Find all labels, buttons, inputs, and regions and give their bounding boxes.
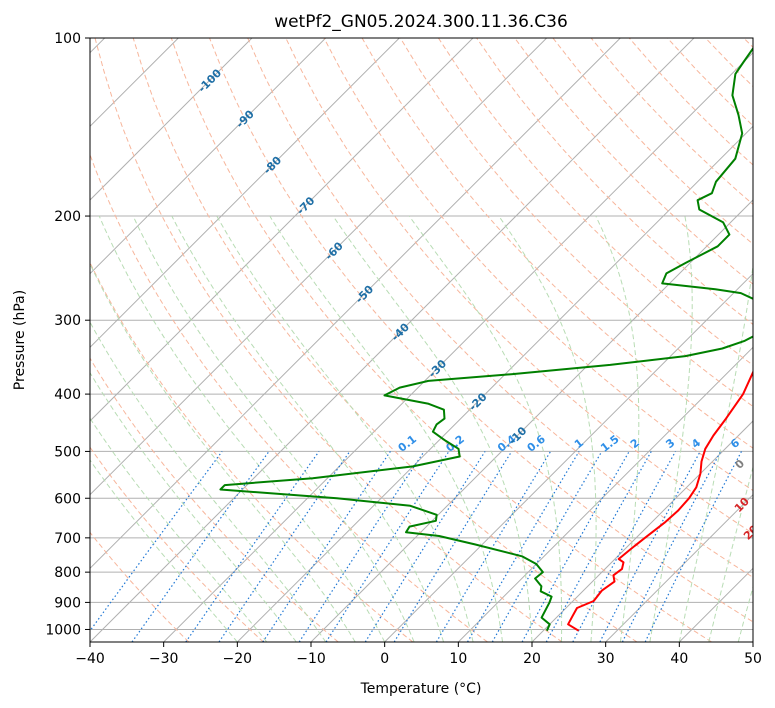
y-tick-label: 800 xyxy=(54,565,81,581)
isotherm-line xyxy=(90,38,327,275)
mixing-ratio-line xyxy=(298,451,425,642)
y-tick-label: 700 xyxy=(54,531,81,547)
moist-adiabat-line xyxy=(171,215,445,642)
x-tick-label: 40 xyxy=(670,651,688,667)
dry-adiabat-line xyxy=(323,38,753,492)
dry-adiabat-line xyxy=(90,153,488,642)
moist-adiabat-line xyxy=(132,215,415,642)
y-tick-label: 600 xyxy=(54,491,81,507)
y-tick-label: 400 xyxy=(54,387,81,403)
mixing-ratio-line xyxy=(393,451,513,642)
x-tick-label: 50 xyxy=(744,651,762,667)
dry-adiabat-line xyxy=(399,38,753,408)
x-axis-title: Temperature (°C) xyxy=(360,681,482,697)
x-tick-label: 0 xyxy=(380,651,389,667)
plot-frame xyxy=(89,37,754,643)
moist-adiabat-label: 20 xyxy=(741,522,761,542)
x-tick-label: 10 xyxy=(449,651,467,667)
chart-title: wetPf2_GN05.2024.300.11.36.C36 xyxy=(274,12,568,32)
y-tick-label: 500 xyxy=(54,444,81,460)
moist-adiabat-line xyxy=(498,215,597,642)
dewpoint-profile-line xyxy=(219,46,753,632)
sounding-profiles xyxy=(219,46,753,632)
moist-adiabat-line xyxy=(678,261,753,642)
isotherm-line xyxy=(90,38,400,349)
temperature-profile-line xyxy=(567,369,753,632)
axis-ticks: −40 −30 −20 −10 0 10 20 30 40 50 1000 900 800 700 600 5… xyxy=(45,31,762,667)
mixing-ratio-line xyxy=(131,451,270,642)
dry-adiabat-line xyxy=(209,38,753,623)
mixing-ratio-line xyxy=(218,451,351,642)
moist-adiabat-line xyxy=(90,417,268,642)
isotherm-line xyxy=(605,493,753,642)
dry-adiabat-line xyxy=(247,38,753,578)
mixing-ratio-line xyxy=(90,451,223,632)
isotherm-line xyxy=(384,272,753,642)
x-tick-label: −10 xyxy=(296,651,326,667)
moist-adiabat-line xyxy=(649,215,693,642)
mixing-ratio-line xyxy=(521,451,630,642)
y-tick-label: 300 xyxy=(54,313,81,329)
moist-adiabat-line xyxy=(90,321,327,642)
plot-area xyxy=(90,38,753,642)
moist-adiabat-line xyxy=(90,262,356,642)
dry-adiabat-line xyxy=(90,357,339,642)
dry-adiabat-line xyxy=(170,38,712,642)
x-tick-label: 20 xyxy=(523,651,541,667)
dry-adiabat-line xyxy=(132,38,638,642)
y-tick-label: 1000 xyxy=(45,622,81,638)
moist-adiabat-line xyxy=(595,215,640,642)
y-tick-label: 900 xyxy=(54,595,81,611)
moist-adiabat-line xyxy=(408,215,563,642)
x-tick-label: 30 xyxy=(597,651,615,667)
isotherm-line xyxy=(90,38,474,422)
isotherm-line xyxy=(163,51,753,642)
isotherm-line xyxy=(90,38,548,496)
dry-adiabat-line xyxy=(90,531,190,642)
moist-adiabat-line xyxy=(90,459,238,642)
mixing-ratio-line xyxy=(185,451,320,642)
moist-adiabat-line xyxy=(90,371,297,642)
isotherm-line xyxy=(90,38,621,570)
x-tick-label: −20 xyxy=(223,651,253,667)
isotherm-line xyxy=(90,38,695,642)
isotherm-line xyxy=(90,38,253,201)
isotherm-line xyxy=(531,420,753,642)
mixing-ratio-line xyxy=(325,451,450,642)
dry-adiabat-line xyxy=(94,38,563,642)
mixing-ratio-line xyxy=(545,451,652,642)
y-tick-label: 200 xyxy=(54,209,81,225)
mixing-ratio-line xyxy=(262,451,391,642)
background-lines xyxy=(90,38,753,642)
moist-adiabat-line xyxy=(98,215,386,642)
mixing-ratio-line xyxy=(572,451,677,642)
dry-adiabat-line xyxy=(90,446,264,642)
isotherm-line xyxy=(457,346,753,642)
x-tick-label: −30 xyxy=(149,651,179,667)
y-axis-title: Pressure (hPa) xyxy=(12,290,28,390)
moist-adiabat-line xyxy=(708,465,753,642)
dry-adiabat-line xyxy=(514,38,753,285)
y-tick-label: 100 xyxy=(54,31,81,47)
dry-adiabat-line xyxy=(437,38,753,366)
mixing-ratio-line xyxy=(644,451,743,642)
dry-adiabat-line xyxy=(90,261,414,642)
moist-adiabat-line xyxy=(269,215,503,642)
x-tick-label: −40 xyxy=(75,651,105,667)
